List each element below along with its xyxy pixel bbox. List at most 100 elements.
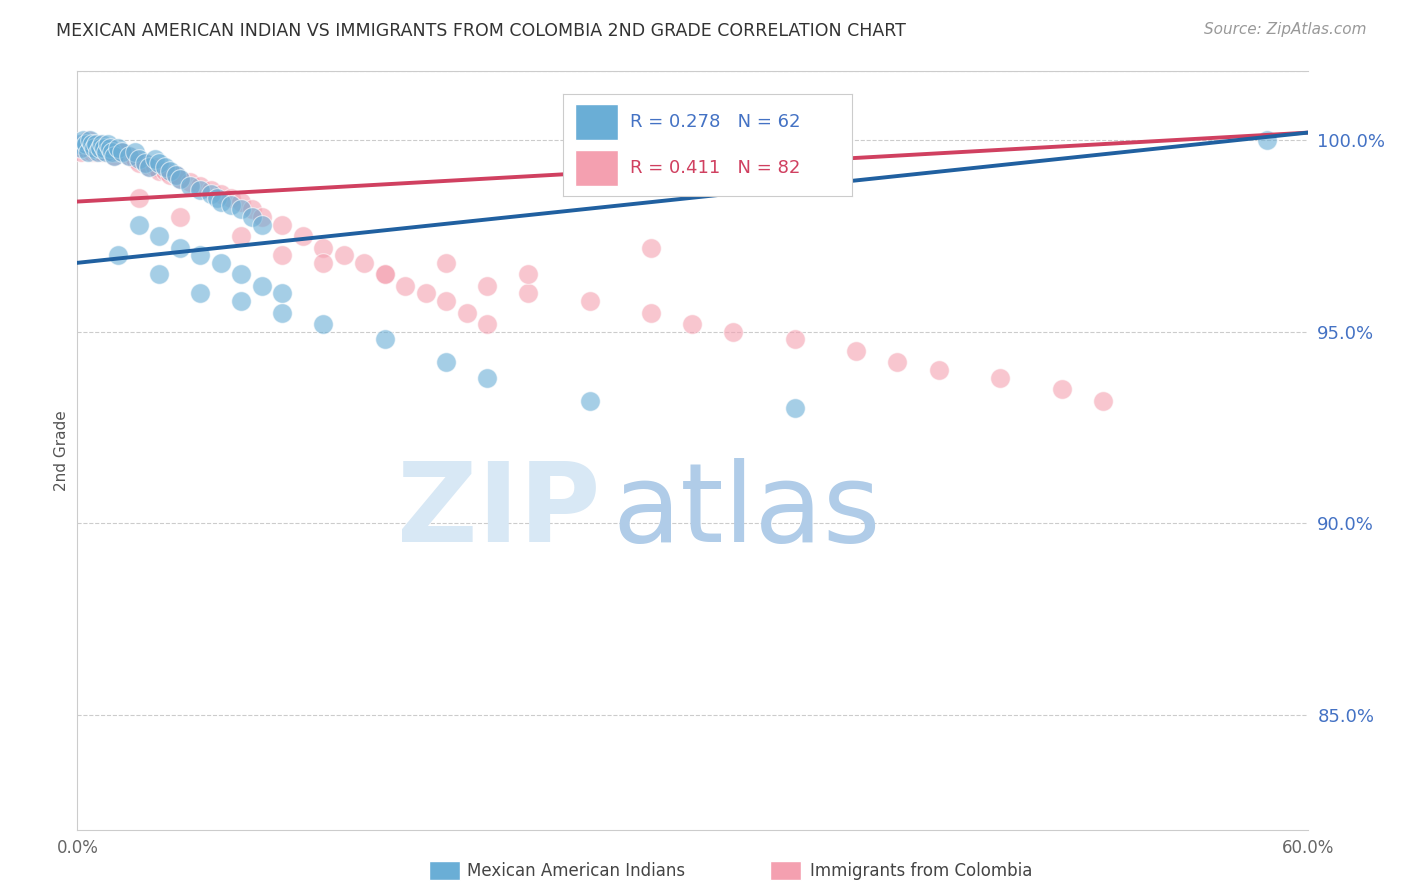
Point xyxy=(124,153,146,167)
Point xyxy=(640,305,662,319)
Point xyxy=(165,168,187,182)
Point xyxy=(477,317,499,331)
Point xyxy=(134,156,156,170)
Point xyxy=(84,137,107,152)
Point xyxy=(477,278,499,293)
Point xyxy=(240,210,263,224)
Point xyxy=(209,186,232,201)
Point xyxy=(128,218,150,232)
Point xyxy=(107,248,129,262)
Point xyxy=(97,141,120,155)
Point xyxy=(143,160,166,174)
Point xyxy=(128,191,150,205)
Point xyxy=(93,141,115,155)
Point xyxy=(75,137,97,152)
Point xyxy=(138,160,160,174)
Point xyxy=(72,133,94,147)
Point xyxy=(271,286,294,301)
Point xyxy=(89,141,111,155)
Point xyxy=(988,370,1011,384)
Point xyxy=(271,305,294,319)
Point xyxy=(353,256,375,270)
Point xyxy=(783,333,806,347)
Point xyxy=(117,148,139,162)
Point xyxy=(1050,382,1073,396)
Point xyxy=(80,141,103,155)
Point xyxy=(84,141,107,155)
Point xyxy=(72,141,94,155)
Point xyxy=(165,168,187,182)
Point xyxy=(374,333,396,347)
Point xyxy=(886,355,908,369)
Point xyxy=(374,268,396,282)
Point xyxy=(90,137,114,152)
Point xyxy=(90,145,114,159)
Point xyxy=(333,248,356,262)
Text: Immigrants from Colombia: Immigrants from Colombia xyxy=(810,862,1032,880)
Point xyxy=(148,268,170,282)
Point xyxy=(374,268,396,282)
Point xyxy=(128,153,150,167)
Point xyxy=(928,363,950,377)
Point xyxy=(250,278,273,293)
Point xyxy=(79,137,101,152)
Point xyxy=(67,137,90,152)
Point xyxy=(87,137,110,152)
Point xyxy=(94,145,117,159)
Point xyxy=(1091,393,1114,408)
Point xyxy=(579,294,602,309)
Point xyxy=(169,210,191,224)
Point xyxy=(155,160,177,174)
Point xyxy=(97,137,120,152)
Point xyxy=(231,194,253,209)
Point xyxy=(159,164,181,178)
Point xyxy=(80,145,103,159)
Point xyxy=(79,133,101,147)
Point xyxy=(75,137,97,152)
Point xyxy=(67,137,90,152)
Point xyxy=(66,141,89,155)
Text: atlas: atlas xyxy=(613,458,882,565)
Point xyxy=(87,145,110,159)
Point xyxy=(143,153,166,167)
Point xyxy=(134,156,156,170)
Point xyxy=(231,229,253,244)
Point xyxy=(188,179,212,194)
Point xyxy=(415,286,437,301)
Point xyxy=(83,137,105,152)
Point xyxy=(394,278,416,293)
Point xyxy=(682,317,704,331)
Text: ZIP: ZIP xyxy=(396,458,600,565)
Point xyxy=(89,141,111,155)
Point xyxy=(205,191,228,205)
Point xyxy=(148,164,170,178)
Point xyxy=(148,156,170,170)
Point xyxy=(271,218,294,232)
Point xyxy=(291,229,314,244)
Point xyxy=(219,191,242,205)
Point xyxy=(723,325,745,339)
Point xyxy=(436,256,458,270)
Point xyxy=(250,218,273,232)
Point xyxy=(159,168,181,182)
Point xyxy=(111,145,134,159)
Point xyxy=(436,294,458,309)
Point xyxy=(169,171,191,186)
Point xyxy=(188,286,212,301)
Point xyxy=(87,141,110,155)
Point xyxy=(70,137,93,152)
Point xyxy=(128,156,150,170)
Point xyxy=(231,202,253,217)
Text: Source: ZipAtlas.com: Source: ZipAtlas.com xyxy=(1204,22,1367,37)
Point xyxy=(70,141,93,155)
Point xyxy=(579,393,602,408)
Point xyxy=(200,183,222,197)
Point xyxy=(67,141,90,155)
Point xyxy=(107,141,129,155)
Text: MEXICAN AMERICAN INDIAN VS IMMIGRANTS FROM COLOMBIA 2ND GRADE CORRELATION CHART: MEXICAN AMERICAN INDIAN VS IMMIGRANTS FR… xyxy=(56,22,905,40)
Point xyxy=(103,148,125,162)
Point xyxy=(271,248,294,262)
Point xyxy=(200,186,222,201)
Point xyxy=(456,305,478,319)
Point xyxy=(188,183,212,197)
